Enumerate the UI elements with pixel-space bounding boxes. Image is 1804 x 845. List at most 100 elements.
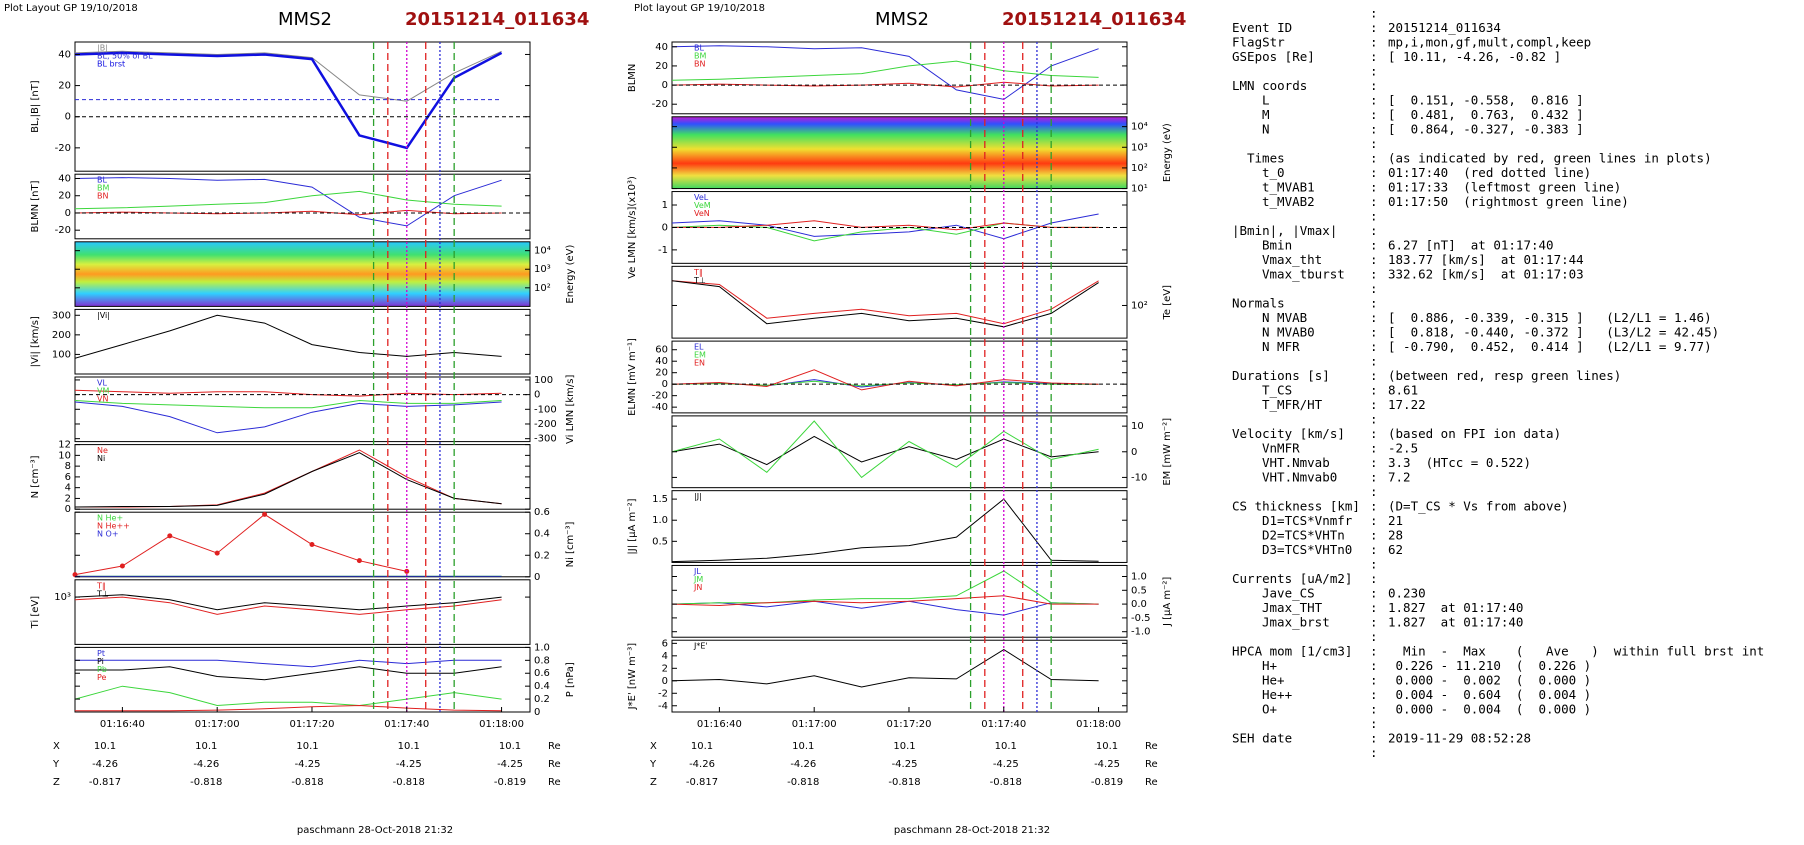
legend-entry: BN [97,192,108,201]
separator: : [1370,209,1378,224]
separator: : [1370,513,1378,528]
position-label: Y [649,759,657,770]
legend-entry: BL [97,176,107,185]
series-line [672,220,1099,231]
position-value: -4.25 [497,759,523,770]
x-tick-label: 01:17:20 [887,719,932,730]
y-tick-label: 8 [65,461,71,472]
y-tick-label: 10² [534,283,551,294]
y-tick-label: 10³ [54,592,71,603]
y-axis-label: N [cm⁻³] [30,455,41,498]
legend-entry: BM [694,52,706,61]
info-value: 0.000 - 0.004 ( 0.000 ) [1388,702,1591,717]
separator: : [1370,383,1378,398]
y-axis-label: Energy (eV) [1162,123,1173,182]
position-value: 10.1 [94,741,116,752]
info-key: |Bmin|, |Vmax| [1232,223,1337,238]
separator: : [1370,658,1378,673]
info-value: [ -0.790, 0.452, 0.414 ] (L2/L1 = 9.77) [1388,339,1712,354]
y-tick-label: 0.8 [534,655,550,666]
series-line [75,190,502,210]
separator: : [1370,35,1378,50]
separator: : [1370,354,1378,369]
legend-entry: EN [694,359,705,368]
legend-entry: T⊥ [693,276,706,285]
separator: : [1370,412,1378,427]
y-tick-label: 0 [65,504,71,515]
y-tick-label: -40 [652,402,668,413]
panel-clip-group [672,280,1099,328]
x-tick-label: 01:16:40 [100,719,145,730]
position-unit: Re [548,741,561,752]
separator: : [1370,339,1378,354]
legend-entry: JM [693,575,703,584]
position-value: -0.818 [393,777,425,788]
info-key: SEH date [1232,731,1292,746]
y-tick-label: 0.6 [534,507,550,518]
position-value: -0.818 [787,777,819,788]
info-key: Jmax_THT [1262,600,1323,615]
y-tick-label: 40 [655,356,668,367]
series-dot [309,542,315,547]
info-key: HPCA mom [1/cm3] [1232,644,1352,659]
position-label: X [650,741,657,752]
y-tick-label: 40 [58,49,71,60]
series-line [672,420,1099,479]
event-id: 20151214_011634 [405,9,589,30]
panel-frame [671,564,1128,638]
info-key: Durations [s] [1232,368,1330,383]
separator: : [1370,6,1378,21]
y-tick-label: 200 [52,330,71,341]
info-key: t_MVAB2 [1262,194,1315,209]
legend-entry: VN [97,395,108,404]
position-value: -4.26 [689,759,715,770]
x-tick-label: 01:17:40 [981,719,1026,730]
y-tick-label: 10¹ [1131,184,1148,195]
panel-frame [74,41,531,172]
series-line [75,685,502,707]
y-tick-label: 0 [662,379,668,390]
y-tick-label: 6 [65,472,71,483]
series-dot [214,550,220,556]
separator: : [1370,397,1378,412]
separator: : [1370,702,1378,717]
separator: : [1370,470,1378,485]
position-unit: Re [548,777,561,788]
legend-entry: BN [694,60,705,69]
y-tick-label: -1 [658,245,668,256]
position-unit: Re [1145,741,1158,752]
y-tick-label: 10 [1131,421,1144,432]
legend-entry: BM [97,184,109,193]
y-tick-label: 0 [662,80,668,91]
position-value: 10.1 [792,741,814,752]
legend-entry: VL [97,379,107,388]
info-value: 28 [1388,528,1403,543]
panel-clip-group [72,511,502,578]
y-tick-label: 0 [534,707,540,718]
panel-frame [671,340,1128,414]
info-key: He++ [1262,687,1292,702]
info-value: [ 10.11, -4.26, -0.82 ] [1388,49,1561,64]
position-unit: Re [1145,777,1158,788]
legend-entry: |J| [694,492,702,501]
info-key: FlagStr [1232,35,1285,50]
info-value: Min - Max ( Ave ) within full brst int [1388,644,1764,659]
info-key: Bmin [1262,238,1292,253]
y-axis-label: Vi LMN [km/s] [565,375,576,444]
y-tick-label: 20 [58,81,71,92]
position-value: -4.25 [396,759,422,770]
position-value: 10.1 [195,741,217,752]
spectrogram [75,241,530,307]
panel-clip-group [672,213,1099,242]
position-value: -4.25 [892,759,918,770]
y-axis-label: |Vi| [km/s] [30,316,41,367]
y-tick-label: 20 [655,368,668,379]
info-value: 01:17:40 (red dotted line) [1388,165,1591,180]
spacecraft: MMS2 [875,9,929,30]
info-value: 6.27 [nT] at 01:17:40 [1388,238,1554,253]
series-line [672,280,1099,328]
separator: : [1370,252,1378,267]
info-key: LMN coords [1232,78,1307,93]
y-tick-label: 10 [58,450,71,461]
info-value: 01:17:50 (rightmost green line) [1388,194,1629,209]
